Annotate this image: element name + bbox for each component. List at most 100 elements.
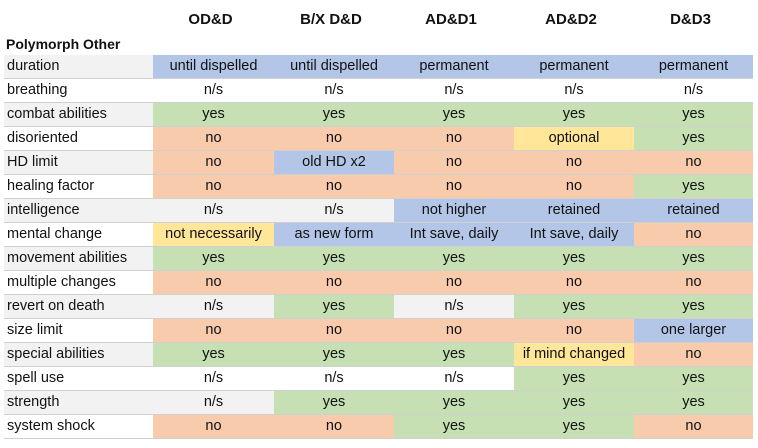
table-cell[interactable]: no bbox=[514, 174, 634, 199]
table-cell[interactable]: yes bbox=[394, 246, 514, 271]
table-cell[interactable]: yes bbox=[634, 366, 753, 391]
table-cell[interactable]: yes bbox=[634, 294, 753, 319]
table-cell[interactable]: no bbox=[274, 174, 394, 199]
table-cell[interactable]: yes bbox=[514, 366, 634, 391]
table-cell[interactable]: permanent bbox=[394, 55, 514, 79]
table-cell[interactable]: not necessarily bbox=[153, 222, 274, 247]
row-label[interactable]: revert on death bbox=[4, 294, 153, 319]
table-cell[interactable]: as new form bbox=[274, 222, 394, 247]
row-label[interactable]: mental change bbox=[4, 222, 153, 247]
table-cell[interactable]: yes bbox=[153, 102, 274, 127]
table-title[interactable]: Polymorph Other bbox=[6, 36, 121, 52]
table-cell[interactable]: n/s bbox=[153, 78, 274, 103]
row-label[interactable]: healing factor bbox=[4, 174, 153, 199]
table-cell[interactable]: no bbox=[153, 270, 274, 295]
table-cell[interactable]: Int save, daily bbox=[514, 222, 634, 247]
table-cell[interactable]: no bbox=[394, 270, 514, 295]
table-cell[interactable]: no bbox=[634, 222, 753, 247]
row-label[interactable]: spell use bbox=[4, 366, 153, 391]
table-cell[interactable]: n/s bbox=[274, 366, 394, 391]
table-cell[interactable]: no bbox=[634, 414, 753, 439]
row-label[interactable]: strength bbox=[4, 390, 153, 415]
row-label[interactable]: combat abilities bbox=[4, 102, 153, 127]
table-cell[interactable]: yes bbox=[514, 246, 634, 271]
table-cell[interactable]: yes bbox=[634, 102, 753, 127]
table-cell[interactable]: not higher bbox=[394, 198, 514, 223]
table-cell[interactable]: yes bbox=[394, 102, 514, 127]
table-cell[interactable]: until dispelled bbox=[153, 55, 274, 79]
row-label[interactable]: size limit bbox=[4, 318, 153, 343]
table-cell[interactable]: no bbox=[153, 126, 274, 151]
table-cell[interactable]: no bbox=[153, 318, 274, 343]
table-cell[interactable]: yes bbox=[634, 174, 753, 199]
table-cell[interactable]: no bbox=[274, 414, 394, 439]
table-cell[interactable]: old HD x2 bbox=[274, 150, 394, 175]
table-cell[interactable]: n/s bbox=[153, 390, 274, 415]
table-cell[interactable]: no bbox=[394, 174, 514, 199]
row-label[interactable]: intelligence bbox=[4, 198, 153, 223]
row-label[interactable]: duration bbox=[4, 55, 153, 79]
table-cell[interactable]: no bbox=[153, 414, 274, 439]
table-cell[interactable]: no bbox=[274, 270, 394, 295]
table-cell[interactable]: no bbox=[634, 342, 753, 367]
table-cell[interactable]: yes bbox=[514, 414, 634, 439]
table-cell[interactable]: no bbox=[514, 270, 634, 295]
table-cell[interactable]: until dispelled bbox=[274, 55, 394, 79]
table-cell[interactable]: Int save, daily bbox=[394, 222, 514, 247]
column-header[interactable]: B/X D&D bbox=[300, 11, 362, 28]
table-cell[interactable]: yes bbox=[394, 342, 514, 367]
table-cell[interactable]: n/s bbox=[514, 78, 634, 103]
table-cell[interactable]: yes bbox=[634, 246, 753, 271]
table-cell[interactable]: no bbox=[153, 174, 274, 199]
table-cell[interactable]: no bbox=[153, 150, 274, 175]
table-cell[interactable]: optional bbox=[514, 126, 634, 151]
table-cell[interactable]: no bbox=[394, 126, 514, 151]
table-cell[interactable]: yes bbox=[153, 342, 274, 367]
table-cell[interactable]: yes bbox=[274, 390, 394, 415]
table-cell[interactable]: n/s bbox=[153, 366, 274, 391]
table-cell[interactable]: yes bbox=[274, 246, 394, 271]
row-label[interactable]: HD limit bbox=[4, 150, 153, 175]
table-cell[interactable]: no bbox=[634, 270, 753, 295]
table-cell[interactable]: yes bbox=[514, 294, 634, 319]
table-cell[interactable]: n/s bbox=[153, 198, 274, 223]
table-cell[interactable]: one larger bbox=[634, 318, 753, 343]
table-cell[interactable]: no bbox=[274, 318, 394, 343]
table-cell[interactable]: n/s bbox=[394, 294, 514, 319]
table-cell[interactable]: yes bbox=[514, 390, 634, 415]
table-cell[interactable]: retained bbox=[634, 198, 753, 223]
table-cell[interactable]: n/s bbox=[274, 198, 394, 223]
table-cell[interactable]: yes bbox=[274, 294, 394, 319]
table-cell[interactable]: yes bbox=[274, 102, 394, 127]
table-cell[interactable]: no bbox=[394, 150, 514, 175]
table-cell[interactable]: no bbox=[514, 318, 634, 343]
row-label[interactable]: disoriented bbox=[4, 126, 153, 151]
table-cell[interactable]: no bbox=[274, 126, 394, 151]
table-cell[interactable]: yes bbox=[634, 126, 753, 151]
table-cell[interactable]: yes bbox=[274, 342, 394, 367]
table-cell[interactable]: no bbox=[634, 150, 753, 175]
table-cell[interactable]: n/s bbox=[274, 78, 394, 103]
table-cell[interactable]: retained bbox=[514, 198, 634, 223]
column-header[interactable]: OD&D bbox=[188, 11, 233, 28]
table-cell[interactable]: no bbox=[394, 318, 514, 343]
table-cell[interactable]: if mind changed bbox=[514, 342, 634, 367]
table-cell[interactable]: no bbox=[514, 150, 634, 175]
row-label[interactable]: special abilities bbox=[4, 342, 153, 367]
table-cell[interactable]: yes bbox=[394, 414, 514, 439]
table-cell[interactable]: yes bbox=[394, 390, 514, 415]
table-cell[interactable]: n/s bbox=[394, 78, 514, 103]
table-cell[interactable]: yes bbox=[634, 390, 753, 415]
table-cell[interactable]: yes bbox=[153, 246, 274, 271]
row-label[interactable]: multiple changes bbox=[4, 270, 153, 295]
table-cell[interactable]: n/s bbox=[634, 78, 753, 103]
row-label[interactable]: system shock bbox=[4, 414, 153, 439]
table-cell[interactable]: permanent bbox=[634, 55, 753, 79]
column-header[interactable]: AD&D1 bbox=[425, 11, 477, 28]
table-cell[interactable]: n/s bbox=[394, 366, 514, 391]
table-cell[interactable]: permanent bbox=[514, 55, 634, 79]
table-cell[interactable]: yes bbox=[514, 102, 634, 127]
row-label[interactable]: breathing bbox=[4, 78, 153, 103]
column-header[interactable]: AD&D2 bbox=[545, 11, 597, 28]
column-header[interactable]: D&D3 bbox=[670, 11, 711, 28]
